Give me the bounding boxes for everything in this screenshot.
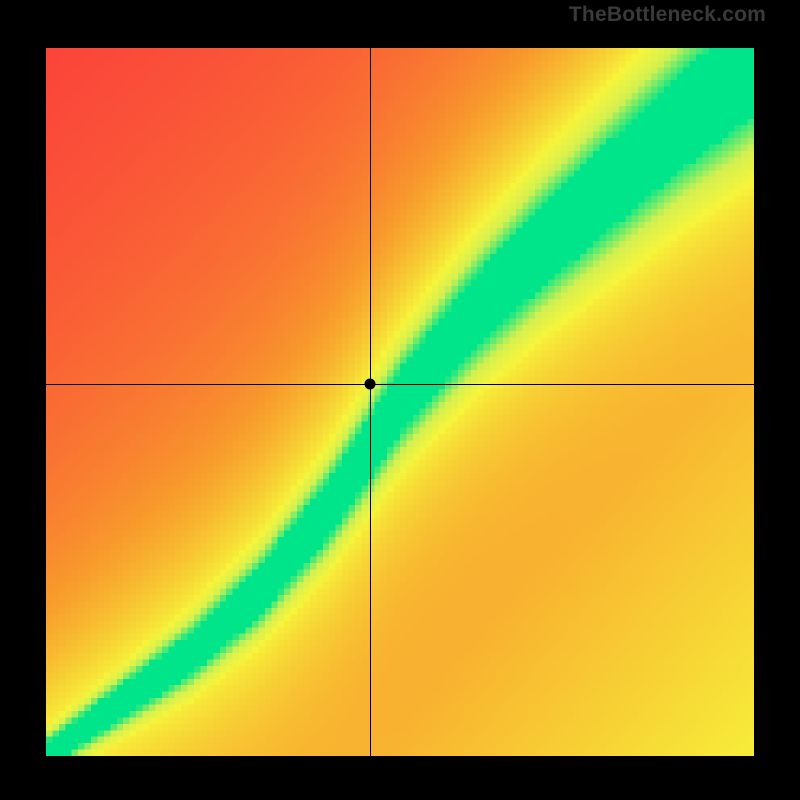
crosshair-vertical [370, 48, 371, 756]
watermark-text: TheBottleneck.com [569, 3, 766, 27]
selection-marker [364, 379, 375, 390]
heatmap-plot [46, 48, 754, 756]
crosshair-horizontal [46, 384, 754, 385]
heatmap-canvas [46, 48, 754, 756]
